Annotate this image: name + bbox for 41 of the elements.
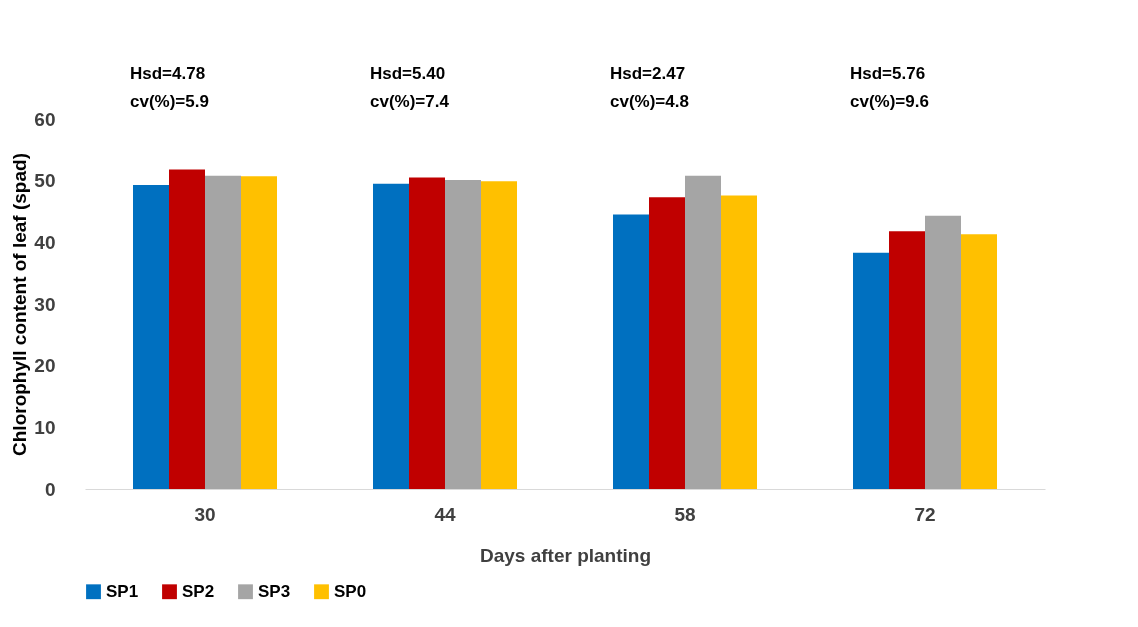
text: cv(%)=7.4 bbox=[370, 92, 450, 111]
text: cv(%)=4.8 bbox=[610, 92, 689, 111]
bar bbox=[481, 181, 517, 489]
bar bbox=[241, 176, 277, 489]
legend-label: SP3 bbox=[258, 581, 291, 601]
bar bbox=[961, 234, 997, 489]
bar bbox=[853, 252, 889, 489]
bar bbox=[445, 180, 481, 489]
y-tick-label: 20 bbox=[34, 355, 56, 377]
bar bbox=[721, 195, 757, 489]
text: Hsd=5.76 bbox=[850, 64, 926, 83]
text: Hsd=2.47 bbox=[610, 64, 686, 83]
legend-label: SP0 bbox=[334, 581, 367, 601]
y-tick-label: 10 bbox=[34, 416, 56, 438]
y-tick-label: 60 bbox=[34, 108, 56, 130]
text: cv(%)=9.6 bbox=[850, 92, 929, 111]
bar bbox=[925, 215, 961, 489]
bar bbox=[685, 175, 721, 489]
x-tick-label: 58 bbox=[674, 503, 696, 525]
legend-label: SP1 bbox=[106, 581, 139, 601]
bar bbox=[409, 177, 445, 489]
bar bbox=[889, 231, 925, 489]
text: Hsd=4.78 bbox=[130, 64, 206, 83]
y-axis-title: Chlorophyll content of leaf (spad) bbox=[9, 153, 31, 456]
text: cv(%)=5.9 bbox=[130, 92, 209, 111]
bar bbox=[649, 197, 685, 489]
x-axis-title: Days after planting bbox=[479, 544, 652, 566]
text: Hsd=5.40 bbox=[370, 64, 446, 83]
bar bbox=[205, 175, 241, 489]
x-tick-label: 44 bbox=[434, 503, 456, 525]
y-tick-label: 30 bbox=[34, 293, 56, 315]
y-tick-label: 50 bbox=[34, 170, 56, 192]
y-tick-label: 0 bbox=[44, 478, 56, 500]
x-tick-label: 72 bbox=[914, 503, 936, 525]
legend-label: SP2 bbox=[182, 581, 215, 601]
bar bbox=[613, 214, 649, 489]
bar bbox=[169, 169, 205, 489]
bar bbox=[133, 184, 169, 489]
bar bbox=[373, 183, 409, 489]
y-tick-label: 40 bbox=[34, 231, 56, 253]
x-tick-label: 30 bbox=[194, 503, 216, 525]
